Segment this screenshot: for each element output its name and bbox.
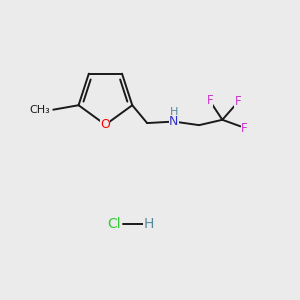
- Text: Cl: Cl: [107, 217, 121, 231]
- Text: F: F: [235, 95, 241, 108]
- Text: N: N: [169, 115, 178, 128]
- Text: F: F: [206, 94, 213, 107]
- Text: O: O: [100, 118, 110, 131]
- Text: CH₃: CH₃: [30, 105, 50, 115]
- Text: H: H: [143, 217, 154, 231]
- Text: H: H: [170, 107, 178, 117]
- Text: F: F: [241, 122, 248, 135]
